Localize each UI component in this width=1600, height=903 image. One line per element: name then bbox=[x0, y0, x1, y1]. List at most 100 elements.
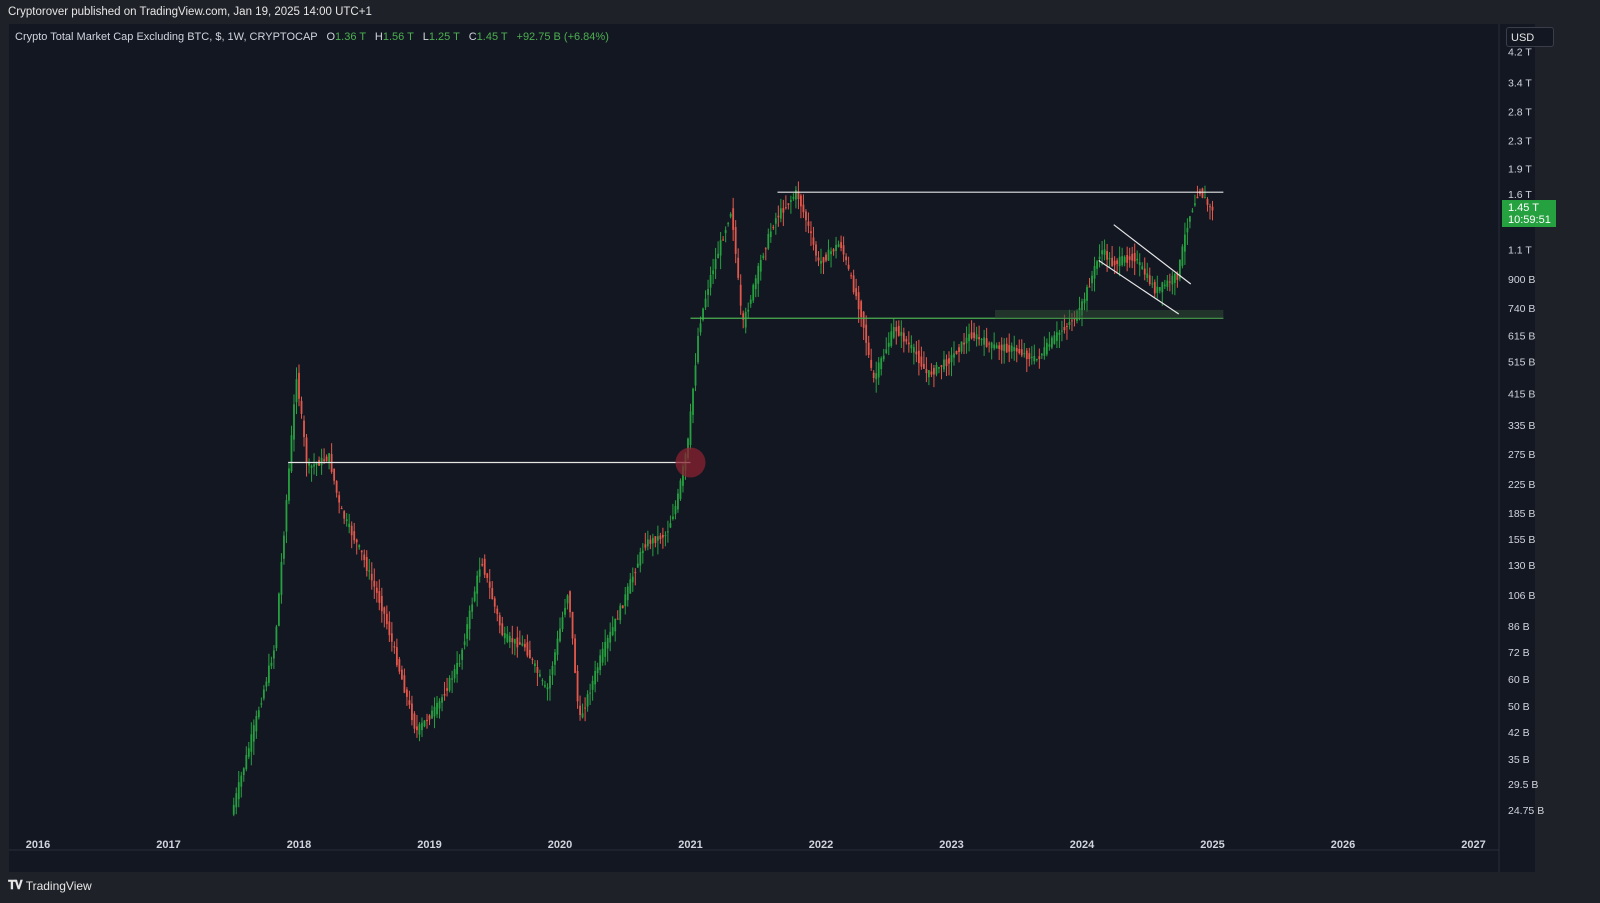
price-tick-label: 415 B bbox=[1508, 388, 1535, 400]
candle-body bbox=[772, 227, 775, 229]
price-tick-label: 275 B bbox=[1508, 449, 1535, 461]
candle-body bbox=[526, 642, 529, 656]
candle-body bbox=[288, 468, 290, 501]
candle-body bbox=[1091, 275, 1093, 284]
candle-body bbox=[423, 720, 426, 727]
candle-body bbox=[1133, 252, 1136, 262]
candle-body bbox=[1053, 335, 1056, 344]
candle-body bbox=[965, 337, 968, 344]
candle-body bbox=[990, 342, 993, 349]
candle-body bbox=[1088, 286, 1091, 288]
candle-body bbox=[298, 372, 300, 399]
candle-body bbox=[237, 782, 240, 800]
candle-body bbox=[672, 516, 674, 520]
candle-body bbox=[604, 641, 607, 657]
time-tick-label: 2016 bbox=[26, 839, 50, 851]
candle-body bbox=[1163, 284, 1166, 287]
candle-body bbox=[930, 371, 933, 375]
candle-body bbox=[1166, 280, 1169, 287]
candle-body bbox=[378, 591, 381, 603]
candle-body bbox=[774, 218, 777, 224]
candle-body bbox=[385, 613, 388, 625]
candle-body bbox=[737, 257, 740, 278]
candle-body bbox=[727, 223, 730, 225]
candle-body bbox=[940, 365, 943, 367]
candle-body bbox=[1096, 261, 1098, 269]
candle-body bbox=[426, 719, 428, 722]
candle-body bbox=[468, 610, 471, 629]
candle-body bbox=[817, 257, 820, 261]
candle-body bbox=[945, 359, 948, 367]
candle-body bbox=[960, 341, 963, 352]
candle-body bbox=[968, 333, 970, 342]
currency-selector[interactable]: USD bbox=[1506, 27, 1554, 47]
candle-body bbox=[270, 662, 273, 666]
candle-body bbox=[1063, 326, 1066, 331]
candle-body bbox=[323, 459, 325, 461]
candle-body bbox=[348, 523, 351, 528]
candle-body bbox=[1056, 332, 1058, 341]
high-label: H bbox=[374, 31, 383, 43]
candle-body bbox=[822, 257, 825, 263]
candle-body bbox=[636, 563, 639, 568]
candle-body bbox=[340, 508, 343, 510]
candle-body bbox=[938, 367, 940, 369]
candle-body bbox=[955, 351, 958, 355]
tradingview-brand[interactable]: 𝐓𝐕 TradingView bbox=[8, 878, 92, 893]
time-scale[interactable]: 2016 2017 2018 2019 2020 2021 2022 2023 2024 2025… bbox=[26, 839, 1486, 851]
time-tick-label: 2019 bbox=[417, 839, 441, 851]
candle-body bbox=[408, 700, 411, 705]
candle-body bbox=[1183, 234, 1186, 252]
candle-body bbox=[641, 550, 644, 554]
candle-body bbox=[880, 358, 883, 370]
candle-body bbox=[1025, 350, 1028, 360]
candle-body bbox=[1048, 344, 1051, 347]
candle-body bbox=[857, 292, 860, 310]
candle-body bbox=[564, 607, 566, 615]
candle-body bbox=[1028, 353, 1031, 360]
candle-body bbox=[732, 208, 735, 230]
chart-pane[interactable] bbox=[9, 24, 1535, 872]
candle-body bbox=[1194, 203, 1196, 206]
candle-body bbox=[1186, 227, 1189, 233]
candle-body bbox=[403, 675, 406, 693]
candle-body bbox=[471, 604, 474, 612]
candle-body bbox=[398, 659, 401, 672]
candle-body bbox=[521, 643, 524, 646]
candle-body bbox=[511, 638, 514, 643]
candle-body bbox=[995, 345, 998, 349]
candle-body bbox=[476, 575, 479, 594]
candle-body bbox=[456, 662, 459, 675]
close-value: 1.45 T bbox=[476, 31, 508, 43]
candle-body bbox=[845, 256, 847, 261]
candle-body bbox=[308, 463, 310, 466]
candle-body bbox=[556, 638, 559, 655]
candle-body bbox=[252, 725, 255, 742]
candle-body bbox=[872, 372, 875, 379]
candle-body bbox=[493, 598, 496, 607]
candle-body bbox=[443, 693, 446, 696]
candle-body bbox=[283, 535, 285, 559]
candle-body bbox=[1093, 265, 1096, 279]
candle-body bbox=[704, 298, 707, 308]
candles-layer bbox=[232, 181, 1214, 817]
candle-body bbox=[905, 339, 908, 342]
candle-body bbox=[589, 692, 592, 694]
candle-body bbox=[574, 638, 576, 673]
symbol-legend: Crypto Total Market Cap Excluding BTC, $… bbox=[15, 31, 609, 43]
candle-body bbox=[890, 331, 893, 346]
candle-body bbox=[679, 480, 682, 499]
candle-body bbox=[892, 327, 895, 338]
candle-body bbox=[649, 539, 652, 544]
candle-body bbox=[559, 628, 561, 642]
candle-body bbox=[1173, 273, 1176, 284]
candle-body bbox=[950, 354, 953, 363]
price-scale[interactable]: 4.2 T 3.4 T 2.8 T 2.3 T 1.9 T 1.6 T 1.1 T 900 B… bbox=[1508, 46, 1544, 817]
candle-body bbox=[483, 558, 486, 575]
candle-body bbox=[458, 663, 461, 665]
candle-body bbox=[1106, 251, 1108, 260]
candle-body bbox=[827, 249, 830, 261]
candle-body bbox=[1113, 260, 1116, 266]
candle-body bbox=[418, 724, 421, 735]
